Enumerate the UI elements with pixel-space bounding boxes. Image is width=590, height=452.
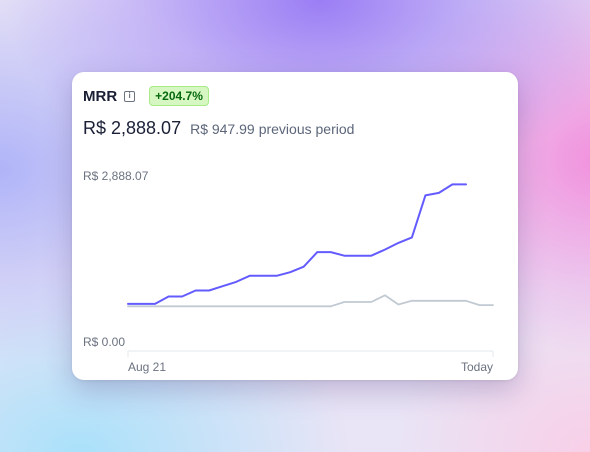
previous-period-line [127, 294, 494, 308]
current-period-line [127, 183, 467, 305]
card-header: MRR i +204.7% [83, 85, 209, 107]
info-icon[interactable]: i [124, 90, 136, 102]
mrr-card[interactable]: MRR i +204.7% R$ 2,888.07 R$ 947.99 prev… [72, 72, 518, 380]
value-row: R$ 2,888.07 R$ 947.99 previous period [83, 118, 354, 139]
y-min-label: R$ 0.00 [83, 335, 125, 349]
previous-period-label: previous period [258, 121, 355, 137]
change-badge: +204.7% [149, 86, 209, 106]
mrr-line-chart: R$ 2,888.07 R$ 0.00 Aug 21 Today [83, 169, 494, 374]
previous-value: R$ 947.99 [190, 121, 255, 137]
series-layer [127, 183, 494, 308]
metric-title: MRR [83, 87, 118, 105]
x-end-label: Today [461, 360, 493, 374]
current-value: R$ 2,888.07 [83, 118, 182, 138]
x-start-label: Aug 21 [128, 360, 166, 374]
y-max-label: R$ 2,888.07 [83, 169, 149, 183]
